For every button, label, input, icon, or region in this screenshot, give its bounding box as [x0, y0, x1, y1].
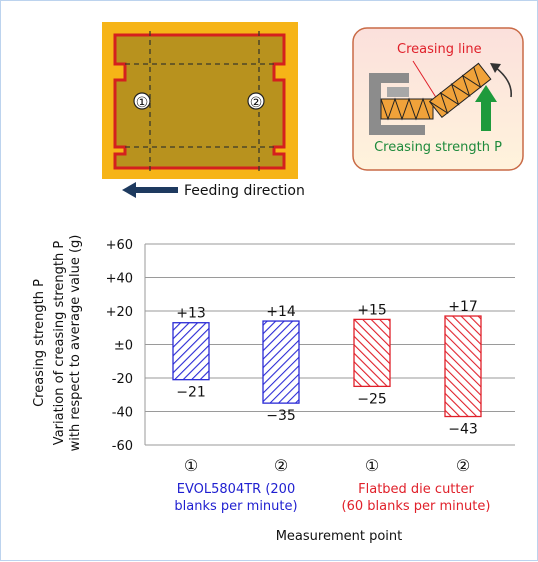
y-axis-title-2: Variation of creasing strength P: [52, 241, 67, 446]
point-2-label: ②: [250, 95, 263, 111]
x-axis-title: Measurement point: [276, 529, 403, 544]
bar-max-label: +13: [176, 306, 206, 322]
creasing-line-pointer: [412, 60, 438, 100]
clamp-left-icon: [369, 73, 381, 133]
x-category-label: ②: [456, 456, 470, 475]
bar-max-label: +15: [357, 302, 387, 318]
carton-blank-diagram: ① ②: [102, 22, 298, 179]
y-tick-label: +20: [106, 305, 133, 320]
bar-min-label: −35: [266, 408, 296, 424]
y-tick-label: -60: [112, 439, 133, 454]
point-2-marker: [247, 92, 265, 110]
y-tick-label: +60: [106, 238, 133, 253]
x-category-label: ②: [274, 456, 288, 475]
force-arrow-icon: [481, 101, 491, 131]
y-axis-title-1: Creasing strength P: [32, 279, 47, 407]
rotation-arrow-icon: [494, 66, 512, 98]
feeding-arrow-icon: [122, 182, 178, 198]
feeding-direction: Feeding direction: [122, 182, 305, 199]
y-axis-title-3: with respect to average value (g): [68, 235, 83, 452]
bar-2: [262, 320, 300, 404]
point-1-marker: [133, 92, 151, 110]
data-labels: +13 −21 +14 −35 +15 −25 +17 −43: [176, 299, 478, 438]
creasing-line-label: Creasing line: [397, 42, 482, 57]
bar-1: [172, 322, 210, 381]
group-label-line1: Flatbed die cutter: [358, 482, 474, 497]
y-tick-labels: +60 +40 +20 ±0 -20 -40 -60: [106, 238, 133, 454]
y-tick-label: ±0: [114, 339, 133, 354]
x-category-labels: ① ② ① ②: [184, 456, 470, 475]
x-category-label: ①: [184, 456, 198, 475]
bar-min-label: −21: [176, 385, 206, 401]
point-1-label: ①: [136, 95, 149, 111]
blank-body: [113, 33, 286, 170]
bar-min-label: −43: [448, 422, 478, 438]
group-label-line2: blanks per minute): [174, 499, 297, 514]
bar-max-label: +14: [266, 304, 296, 320]
bar-3: [353, 318, 391, 388]
creasing-strength-label: Creasing strength P: [374, 140, 502, 155]
feeding-direction-label: Feeding direction: [184, 183, 305, 199]
corrugated-board-icon: [380, 98, 434, 120]
bars: [172, 315, 482, 418]
group-label-line2: (60 blanks per minute): [342, 499, 491, 514]
group-labels: EVOL5804TR (200 blanks per minute) Flatbed…: [174, 482, 490, 514]
creasing-inset-diagram: Creasing line Creasing strength P: [352, 27, 524, 171]
bar-4: [444, 315, 482, 418]
x-category-label: ①: [365, 456, 379, 475]
y-tick-label: -40: [112, 406, 133, 421]
bar-min-label: −25: [357, 391, 387, 407]
y-tick-label: -20: [112, 372, 133, 387]
creasing-strength-chart: Creasing strength P Variation of creasin…: [32, 235, 515, 544]
y-tick-label: +40: [106, 272, 133, 287]
group-label-line1: EVOL5804TR (200: [177, 482, 295, 497]
bar-max-label: +17: [448, 299, 478, 315]
